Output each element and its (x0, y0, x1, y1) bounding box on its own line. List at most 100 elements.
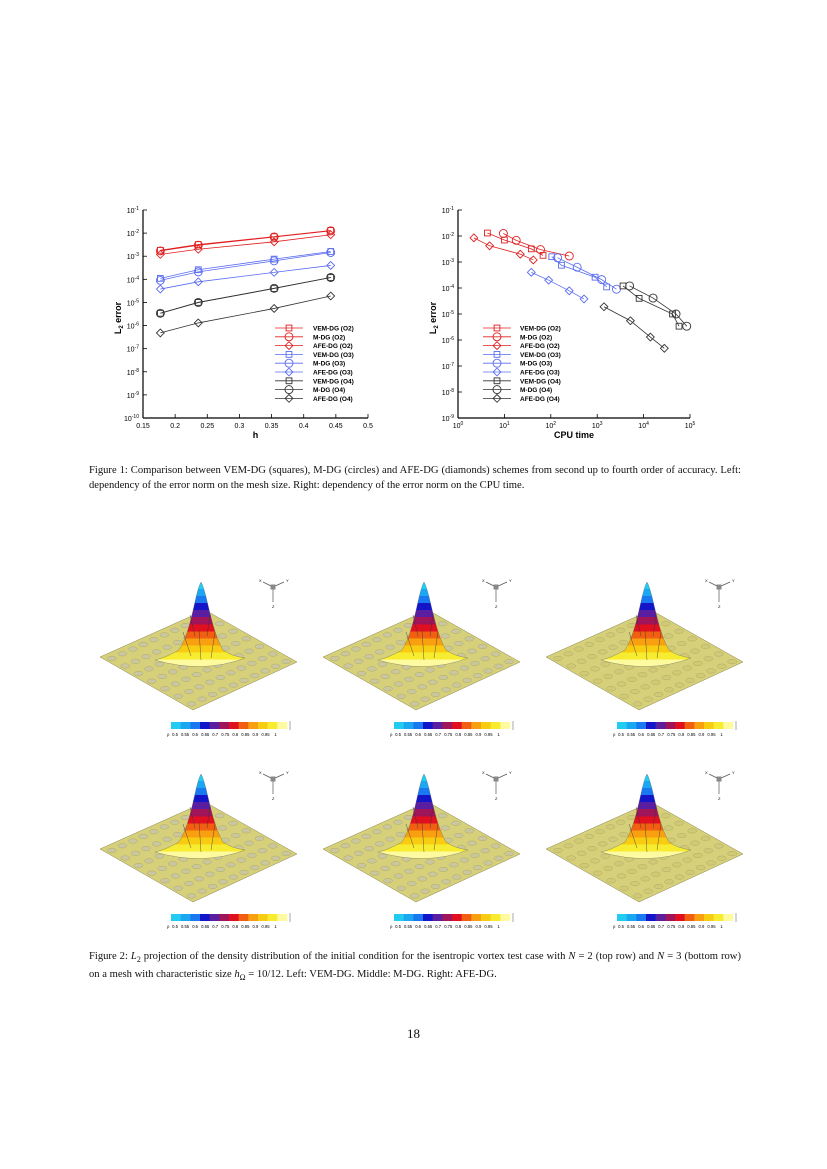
mesh-cell (168, 669, 178, 675)
colorbar-tick-label: 0.6 (192, 924, 198, 929)
triad-y-label: Y (286, 770, 289, 775)
mesh-cell (606, 878, 616, 884)
colorbar-swatch (180, 722, 191, 729)
colorbar-swatch (723, 914, 734, 921)
legend-marker (284, 358, 294, 368)
legend-marker (284, 385, 294, 395)
x-tick-label: 100 (453, 421, 464, 430)
colorbar-swatch (229, 722, 239, 729)
data-point (572, 262, 582, 272)
density-panel-vem-dg-n3: X Y Zρ 0.5 0.55 0.6 0.65 0.7 0.75 0.8 0.85 0.9 0.95 1 (99, 770, 298, 929)
triad-cube (270, 776, 276, 782)
mesh-cell (425, 667, 435, 673)
triad-x-label: X (259, 578, 262, 583)
mesh-cell (648, 859, 658, 865)
y-tick-base: 10 (127, 300, 135, 307)
colorbar: ρ 0.5 0.55 0.6 0.65 0.7 0.75 0.8 0.85 0.9 0.95 1 (613, 721, 737, 737)
x-tick-label: 102 (546, 421, 557, 430)
data-point (269, 256, 279, 266)
colorbar-swatch (646, 914, 656, 921)
series-line (557, 257, 617, 290)
colorbar-swatch (617, 914, 627, 921)
colorbar-tick-label: 0.75 (221, 732, 230, 737)
mesh-cell (268, 651, 278, 657)
axis-triad-icon: X Y Z (705, 770, 735, 801)
series-vem-dg-o3- (548, 253, 611, 291)
colorbar-tick-label: 0.55 (627, 924, 636, 929)
data-point (558, 261, 565, 269)
y-tick-exponent: -10 (132, 414, 139, 420)
y-tick-exponent: -2 (135, 229, 140, 235)
mesh-cell (404, 868, 414, 874)
cone-mesh-lines (628, 614, 662, 661)
data-point (157, 309, 164, 317)
mesh-cell (590, 858, 600, 864)
x-tick-base: 10 (499, 423, 507, 430)
y-tick-label: 10-4 (127, 275, 139, 284)
mesh-cell (504, 659, 514, 665)
mesh-cell (382, 824, 393, 830)
mesh-cell (472, 673, 483, 679)
mesh-cell (249, 865, 260, 871)
density-panel-afe-dg-n3: X Y Zρ 0.5 0.55 0.6 0.65 0.7 0.75 0.8 0.85 0.9 0.95 1 (545, 770, 744, 929)
y-tick-base: 10 (442, 390, 450, 397)
mesh-cell (674, 628, 684, 634)
colorbar-swatch (442, 722, 453, 729)
y-tick-label: 10-8 (442, 388, 454, 397)
mesh-cell (438, 813, 448, 819)
mesh-cell (228, 820, 238, 826)
colorbar-swatch (723, 722, 734, 729)
mesh-cell (239, 869, 249, 875)
mesh-cell (616, 819, 626, 825)
mesh-cell (117, 651, 128, 657)
x-tick-label: 103 (592, 421, 603, 430)
mesh-cell (663, 825, 674, 831)
y-tick-base: 10 (124, 416, 132, 423)
data-point (155, 284, 165, 294)
mesh-cell (451, 628, 461, 634)
density-cone (154, 581, 246, 667)
mesh-cell (414, 672, 425, 678)
data-point (326, 291, 336, 301)
y-tick-exponent: -1 (450, 206, 455, 212)
triad-x-label: X (259, 770, 262, 775)
mesh-cell (351, 646, 361, 652)
mesh-cell (162, 836, 172, 842)
mesh-cell (579, 671, 590, 677)
y-label-sub: 2 (434, 325, 440, 329)
x-tick-label: 0.4 (299, 423, 309, 430)
data-point (553, 253, 563, 263)
mesh-cell (674, 682, 685, 688)
axis-triad-icon: X Y Z (482, 770, 512, 801)
mesh-cell (173, 640, 183, 645)
mesh-cell (330, 655, 340, 661)
y-tick-label: 10-1 (127, 206, 139, 215)
colorbar-tick-label: 1 (497, 924, 500, 929)
mesh-cell (614, 669, 624, 675)
triad-y-label: Y (286, 578, 289, 583)
colorbar-swatch (452, 914, 462, 921)
cone-mesh-lines (628, 806, 662, 853)
x-tick-label: 0.25 (200, 423, 214, 430)
data-point (269, 283, 279, 293)
legend-marker (493, 377, 501, 385)
y-tick-label: 10-2 (442, 232, 454, 241)
mesh-cell (160, 686, 170, 692)
triad-y-label: Y (509, 770, 512, 775)
data-point (675, 322, 683, 330)
legend-label: VEM-DG (O4) (313, 378, 354, 385)
legend-label: AFE-DG (O4) (313, 396, 353, 403)
cone-mesh-lines (405, 806, 439, 853)
mesh-cell (430, 884, 441, 889)
mesh-cell (595, 829, 605, 835)
mesh-cell (385, 644, 395, 650)
mesh-cell (653, 692, 664, 697)
legend-marker (285, 351, 293, 358)
colorbar-swatch (413, 722, 424, 729)
mesh-cell (706, 860, 716, 866)
x-tick-base: 10 (685, 423, 693, 430)
triad-y-label: Y (509, 578, 512, 583)
mesh-cell (380, 865, 390, 871)
mesh-cell (462, 677, 472, 683)
data-point (327, 227, 335, 234)
